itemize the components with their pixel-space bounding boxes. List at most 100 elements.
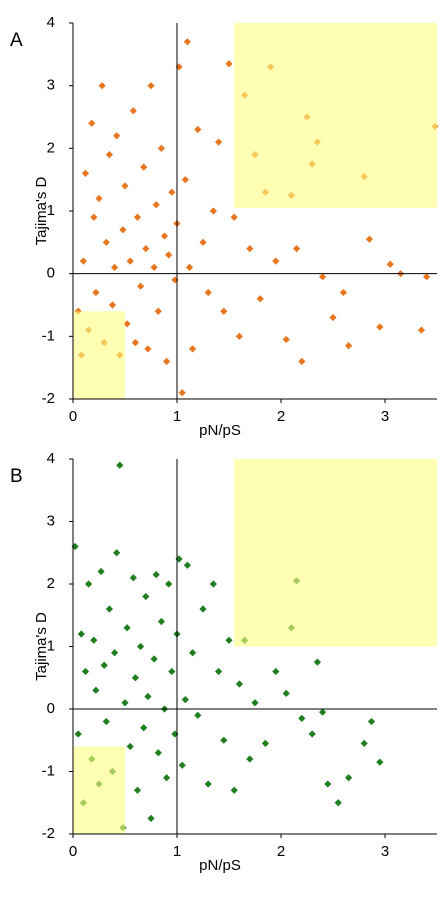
point (140, 163, 148, 171)
point (123, 624, 131, 632)
point (150, 263, 158, 271)
point (85, 580, 93, 588)
point (183, 561, 191, 569)
x-tick-label: 2 (277, 408, 285, 425)
x-tick-label: 0 (69, 843, 77, 860)
point (204, 288, 212, 297)
point (81, 667, 90, 676)
point (90, 213, 98, 221)
point (126, 742, 134, 751)
point (131, 674, 139, 682)
highlight-region (73, 746, 125, 834)
point (376, 758, 384, 766)
point (360, 739, 368, 747)
point (220, 736, 228, 744)
point (230, 213, 238, 221)
point (261, 739, 269, 747)
y-tick-label: 0 (47, 265, 55, 282)
point (209, 580, 217, 588)
point (133, 786, 142, 794)
point (157, 617, 165, 626)
point (119, 226, 127, 234)
point (225, 60, 233, 68)
y-tick-label: 1 (47, 637, 55, 654)
y-tick-label: 4 (47, 450, 55, 467)
point (168, 188, 176, 196)
point (199, 605, 207, 613)
point (152, 571, 160, 579)
point (147, 82, 155, 90)
point (376, 323, 384, 331)
x-tick-label: 1 (173, 408, 181, 425)
point (313, 658, 321, 666)
point (150, 655, 158, 663)
point (199, 238, 207, 246)
point (215, 138, 223, 146)
point (163, 774, 171, 782)
y-tick-label: 2 (47, 575, 55, 592)
point (246, 245, 254, 253)
y-tick-label: 1 (47, 202, 55, 219)
y-tick-label: 3 (47, 512, 55, 529)
point (298, 357, 306, 365)
point (98, 82, 106, 90)
point (133, 213, 142, 221)
point (194, 711, 202, 719)
point (163, 357, 171, 365)
point (178, 389, 186, 397)
point (235, 332, 243, 340)
x-tick-label: 1 (173, 843, 181, 860)
point (334, 799, 342, 807)
point (137, 282, 145, 290)
highlight-region (73, 311, 125, 399)
point (282, 335, 290, 344)
point (298, 714, 306, 722)
point (367, 717, 376, 726)
point (230, 786, 238, 794)
x-axis-label: pN/pS (199, 857, 241, 874)
point (345, 774, 353, 782)
point (77, 630, 85, 638)
point (129, 574, 137, 582)
point (121, 182, 129, 190)
point (251, 699, 259, 707)
point (256, 295, 264, 303)
point (142, 245, 150, 253)
point (189, 345, 197, 353)
point (129, 107, 137, 115)
point (95, 194, 103, 203)
point (121, 699, 129, 707)
y-tick-label: -2 (42, 825, 55, 842)
point (123, 320, 131, 328)
point (308, 730, 316, 738)
x-tick-label: 3 (381, 408, 389, 425)
point (108, 301, 117, 309)
point (168, 667, 176, 676)
point (235, 680, 243, 688)
point (88, 119, 96, 127)
point (111, 263, 119, 271)
point (113, 132, 121, 140)
point (71, 542, 79, 551)
point (144, 692, 152, 701)
y-tick-label: 2 (47, 139, 55, 156)
point (113, 549, 121, 557)
point (140, 724, 148, 732)
point (116, 461, 124, 469)
point (102, 238, 110, 246)
y-tick-label: 3 (47, 77, 55, 94)
point (272, 257, 280, 265)
point (181, 696, 189, 704)
y-tick-label: 4 (47, 14, 55, 31)
point (142, 592, 150, 601)
panel-label: A (10, 30, 23, 51)
point (209, 207, 217, 215)
y-tick-label: -1 (42, 762, 55, 779)
y-axis-label: Tajima's D (33, 176, 50, 245)
panel-label: B (10, 466, 23, 487)
point (147, 814, 155, 822)
point (152, 201, 160, 209)
point (183, 38, 191, 46)
point (178, 761, 186, 769)
